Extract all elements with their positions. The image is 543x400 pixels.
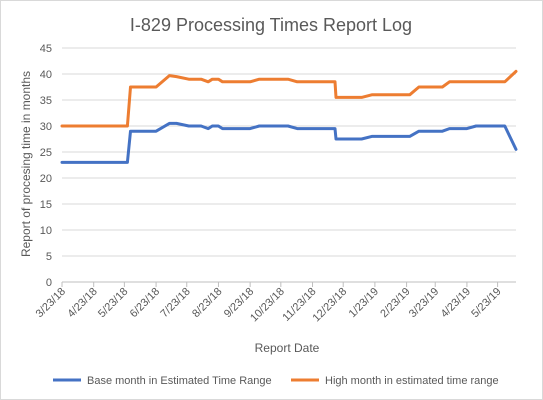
y-tick-label: 20 <box>40 173 52 185</box>
series-lines <box>60 69 518 164</box>
x-tick-label: 10/23/18 <box>248 286 287 325</box>
y-axis-ticks: 0 5 10 15 20 25 30 35 40 45 <box>40 43 52 289</box>
series-line-2 <box>60 69 518 128</box>
x-axis-title: Report Date <box>255 341 320 355</box>
x-tick-label: 5/23/19 <box>469 286 503 320</box>
x-tick-label: 1/23/19 <box>347 286 381 320</box>
x-tick-label: 3/23/19 <box>407 286 441 320</box>
x-tick-label: 4/23/18 <box>65 286 99 320</box>
x-axis-ticks: 3/23/184/23/185/23/186/23/187/23/188/23/… <box>34 282 504 324</box>
x-tick-label: 7/23/18 <box>158 286 192 320</box>
x-tick-label: 3/23/18 <box>34 286 68 320</box>
series-line-1 <box>60 121 518 164</box>
gridlines <box>62 47 516 283</box>
legend-label-2: High month in estimated time range <box>325 375 499 387</box>
y-tick-label: 5 <box>46 251 52 263</box>
y-tick-label: 45 <box>40 43 52 55</box>
y-tick-label: 35 <box>40 95 52 107</box>
x-tick-label: 8/23/18 <box>190 286 224 320</box>
legend-label-1: Base month in Estimated Time Range <box>87 375 272 387</box>
legend: Base month in Estimated Time Range High m… <box>53 375 499 387</box>
y-tick-label: 0 <box>46 277 52 289</box>
x-tick-label: 12/23/18 <box>311 286 350 325</box>
y-tick-label: 25 <box>40 147 52 159</box>
y-tick-label: 15 <box>40 199 52 211</box>
x-tick-label: 2/23/19 <box>378 286 412 320</box>
y-tick-label: 40 <box>40 69 52 81</box>
chart-title: I-829 Processing Times Report Log <box>130 15 412 35</box>
x-tick-label: 6/23/18 <box>128 286 162 320</box>
y-axis-title: Report of procesing time in months <box>19 71 33 257</box>
x-tick-label: 4/23/19 <box>439 286 473 320</box>
x-tick-label: 5/23/18 <box>96 286 130 320</box>
y-tick-label: 30 <box>40 121 52 133</box>
y-tick-label: 10 <box>40 225 52 237</box>
